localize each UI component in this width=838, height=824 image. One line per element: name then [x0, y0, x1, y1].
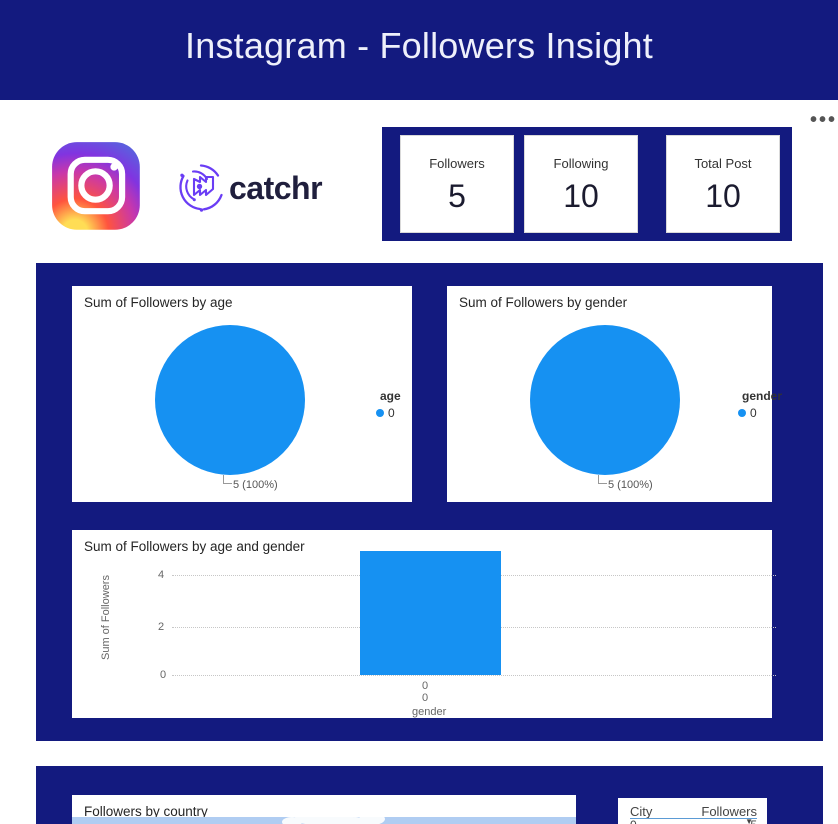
svg-text:catchr: catchr: [229, 170, 322, 206]
